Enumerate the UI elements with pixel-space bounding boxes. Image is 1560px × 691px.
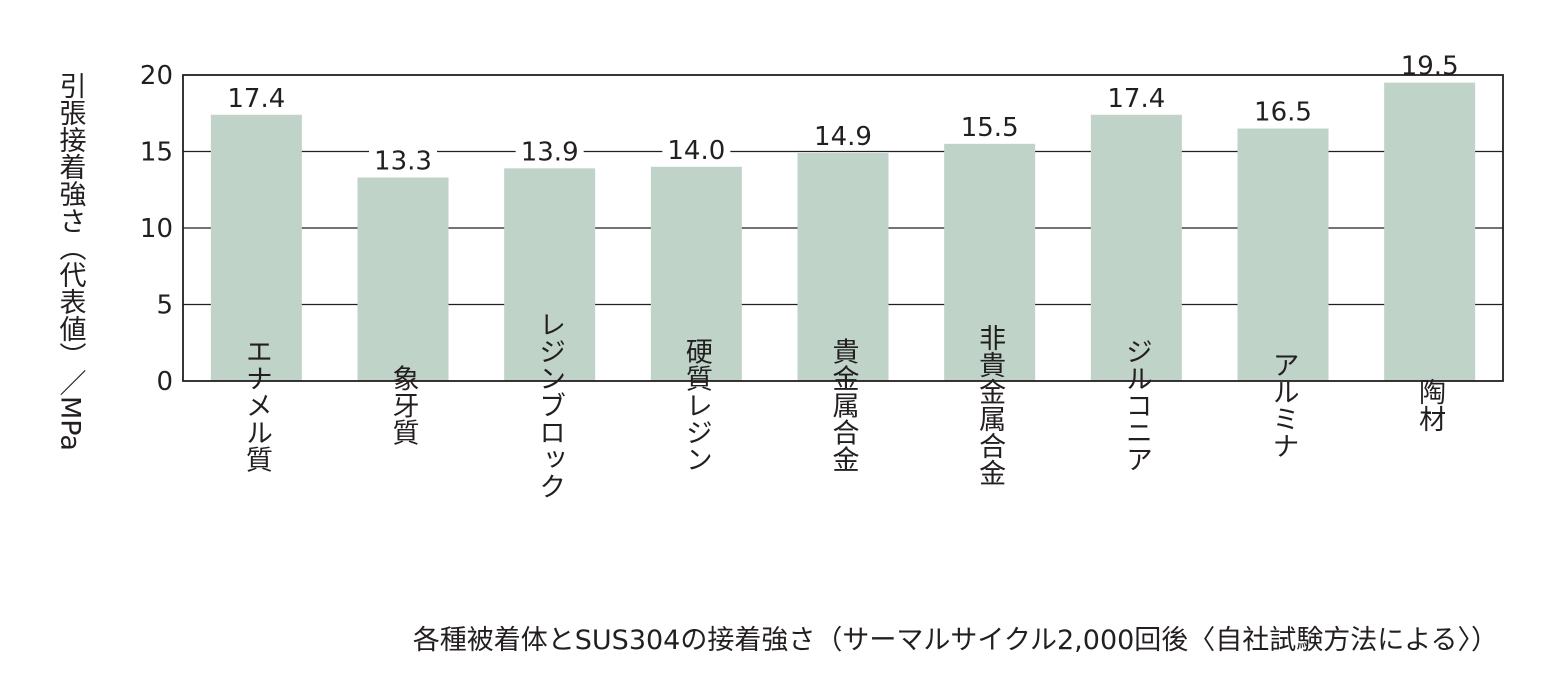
y-tick-label: 10 <box>140 214 173 244</box>
plot-frame <box>182 74 1504 382</box>
value-label: 16.5 <box>1254 98 1312 128</box>
value-label: 13.3 <box>374 147 432 177</box>
y-tick-label: 0 <box>156 367 173 397</box>
value-label-bg <box>1395 50 1464 79</box>
bar <box>504 168 596 381</box>
value-label-bg <box>809 121 877 150</box>
category-labels: エナメル質 象牙質 レジンブロック 硬質レジン 貴金属合金 非貴金属合金 ジルコニア アルミナ… <box>241 311 1446 500</box>
category-label: レジンブロック <box>534 311 565 500</box>
value-labels: 17.4 13.3 13.9 14.0 14.9 15.5 17.4 16.5 19.5 <box>222 50 1464 177</box>
category-label: 非貴金属合金 <box>974 324 1006 486</box>
category-label: エナメル質 <box>241 338 272 473</box>
value-label: 13.9 <box>521 137 579 167</box>
bar <box>797 153 889 381</box>
y-tick-labels: 0 5 10 15 20 <box>140 61 173 397</box>
y-axis-title: 引張接着強さ（代表値）／MPa <box>55 72 87 451</box>
bar <box>1237 128 1329 381</box>
bar <box>210 114 302 381</box>
category-label: 陶材 <box>1414 378 1446 432</box>
value-label: 15.5 <box>961 113 1019 143</box>
value-label-bg <box>222 82 291 111</box>
bar <box>1090 114 1182 381</box>
category-label: 貴金属合金 <box>828 337 860 472</box>
value-label: 19.5 <box>1401 52 1459 82</box>
category-label: アルミナ <box>1268 351 1299 459</box>
value-label-bg <box>1249 96 1317 125</box>
category-label: 硬質レジン <box>681 338 713 473</box>
value-label-bg <box>1102 82 1171 111</box>
value-label-bg <box>662 134 731 163</box>
chart-caption: 各種被着体とSUS304の接着強さ（サーマルサイクル2,000回後〈自社試験方法… <box>412 625 1498 656</box>
value-label: 17.4 <box>227 84 285 114</box>
value-label: 14.0 <box>667 136 725 166</box>
bar <box>650 166 742 381</box>
value-label-bg <box>955 111 1024 140</box>
plot-border <box>182 74 1504 382</box>
bar <box>357 177 449 381</box>
y-tick-label: 15 <box>140 138 173 168</box>
value-label-bg <box>515 136 584 165</box>
value-label-bg <box>369 145 437 174</box>
category-label: 象牙質 <box>388 364 419 445</box>
category-label: ジルコニア <box>1121 338 1152 473</box>
value-label: 17.4 <box>1107 84 1165 114</box>
y-axis-label: 引張接着強さ（代表値）／MPa <box>55 72 87 451</box>
bar <box>944 143 1036 381</box>
y-tick-label: 20 <box>140 61 173 91</box>
y-tick-label: 5 <box>156 291 173 321</box>
bar <box>1384 82 1476 382</box>
value-label: 14.9 <box>814 122 872 152</box>
bars <box>210 82 1476 382</box>
